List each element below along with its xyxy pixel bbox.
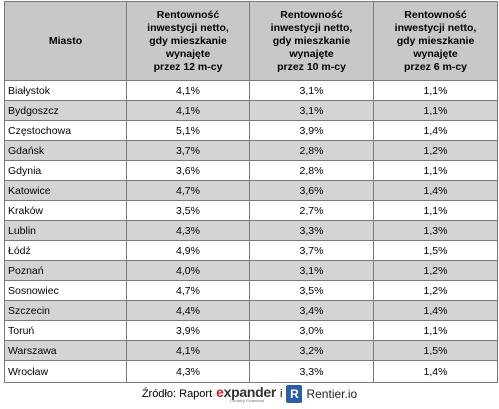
cell-yield: 3,4%: [249, 300, 374, 321]
cell-yield: 1,1%: [373, 200, 498, 221]
cell-yield: 2,7%: [249, 200, 374, 221]
cell-city: Bydgoszcz: [4, 100, 127, 121]
cell-yield: 3,1%: [249, 260, 374, 281]
cell-city: Lublin: [4, 220, 127, 241]
rentier-logo-icon: R: [286, 385, 303, 403]
table-header-row: Miasto Rentowność inwestycji netto, gdy mie…: [4, 1, 498, 81]
cell-city: Wrocław: [4, 360, 127, 383]
cell-yield: 3,3%: [249, 360, 374, 383]
cell-yield: 4,4%: [126, 300, 250, 321]
cell-city: Toruń: [4, 320, 127, 341]
cell-yield: 4,0%: [126, 260, 250, 281]
cell-yield: 4,9%: [126, 240, 250, 261]
table-body: Białystok 4,1% 3,1% 1,1% Bydgoszcz 4,1% 3,1% 1,…: [4, 80, 498, 383]
cell-yield: 2,8%: [249, 140, 374, 161]
table-row: Wrocław 4,3% 3,3% 1,4%: [4, 360, 498, 383]
cell-yield: 1,3%: [373, 220, 498, 241]
table-row: Szczecin 4,4% 3,4% 1,4%: [4, 300, 498, 321]
expander-logo: expander Doradcy Finansowi: [216, 383, 277, 403]
cell-yield: 3,6%: [126, 160, 250, 181]
table-row: Warszawa 4,1% 3,2% 1,5%: [4, 340, 498, 361]
cell-yield: 3,3%: [249, 220, 374, 241]
table-row: Łódź 4,9% 3,7% 1,5%: [4, 240, 498, 261]
table-row: Lublin 4,3% 3,3% 1,3%: [4, 220, 498, 241]
cell-yield: 4,7%: [126, 280, 250, 301]
table-row: Gdańsk 3,7% 2,8% 1,2%: [4, 140, 498, 161]
cell-yield: 3,1%: [249, 80, 374, 101]
cell-yield: 4,1%: [126, 100, 250, 121]
cell-yield: 4,3%: [126, 220, 250, 241]
header-yield-3: Rentowność inwestycji netto, gdy mieszkani…: [373, 1, 498, 81]
cell-yield: 3,9%: [249, 120, 374, 141]
cell-yield: 4,1%: [126, 80, 250, 101]
rental-yield-table: Miasto Rentowność inwestycji netto, gdy mie…: [4, 1, 498, 383]
cell-yield: 1,4%: [373, 180, 498, 201]
cell-yield: 3,5%: [249, 280, 374, 301]
cell-yield: 3,0%: [249, 320, 374, 341]
rentier-logo-text: Rentier.io: [306, 387, 358, 401]
cell-yield: 1,1%: [373, 320, 498, 341]
cell-yield: 3,2%: [249, 340, 374, 361]
cell-yield: 1,2%: [373, 280, 498, 301]
cell-yield: 3,1%: [249, 100, 374, 121]
cell-yield: 3,5%: [126, 200, 250, 221]
cell-yield: 1,1%: [373, 80, 498, 101]
cell-city: Gdynia: [4, 160, 127, 181]
expander-tagline: Doradcy Finansowi: [230, 397, 265, 403]
cell-city: Kraków: [4, 200, 127, 221]
cell-yield: 1,2%: [373, 140, 498, 161]
cell-city: Katowice: [4, 180, 127, 201]
table-row: Sosnowiec 4,7% 3,5% 1,2%: [4, 280, 498, 301]
source-label: Źródło: Raport: [141, 388, 213, 400]
cell-yield: 1,1%: [373, 160, 498, 181]
conjunction: i: [280, 388, 283, 400]
cell-city: Poznań: [4, 260, 127, 281]
table-row: Częstochowa 5,1% 3,9% 1,4%: [4, 120, 498, 141]
table-row: Białystok 4,1% 3,1% 1,1%: [4, 80, 498, 101]
header-yield-1: Rentowność inwestycji netto, gdy mieszkani…: [126, 1, 250, 81]
cell-city: Częstochowa: [4, 120, 127, 141]
table-row: Katowice 4,7% 3,6% 1,4%: [4, 180, 498, 201]
cell-yield: 4,3%: [126, 360, 250, 383]
table-row: Poznań 4,0% 3,1% 1,2%: [4, 260, 498, 281]
table-row: Gdynia 3,6% 2,8% 1,1%: [4, 160, 498, 181]
cell-yield: 1,4%: [373, 300, 498, 321]
cell-yield: 1,5%: [373, 340, 498, 361]
cell-yield: 5,1%: [126, 120, 250, 141]
cell-city: Gdańsk: [4, 140, 127, 161]
header-city: Miasto: [4, 1, 127, 81]
table-row: Kraków 3,5% 2,7% 1,1%: [4, 200, 498, 221]
cell-yield: 1,1%: [373, 100, 498, 121]
cell-city: Białystok: [4, 80, 127, 101]
cell-yield: 3,9%: [126, 320, 250, 341]
cell-city: Łódź: [4, 240, 127, 261]
cell-yield: 3,6%: [249, 180, 374, 201]
header-yield-2: Rentowność inwestycji netto, gdy mieszkani…: [249, 1, 374, 81]
cell-yield: 1,5%: [373, 240, 498, 261]
source-footer: Źródło: Raport expander Doradcy Finansow…: [0, 382, 499, 406]
cell-yield: 3,7%: [249, 240, 374, 261]
cell-yield: 1,4%: [373, 360, 498, 383]
table-row: Bydgoszcz 4,1% 3,1% 1,1%: [4, 100, 498, 121]
cell-yield: 1,2%: [373, 260, 498, 281]
cell-yield: 2,8%: [249, 160, 374, 181]
cell-yield: 3,7%: [126, 140, 250, 161]
cell-yield: 4,7%: [126, 180, 250, 201]
table-row: Toruń 3,9% 3,0% 1,1%: [4, 320, 498, 341]
cell-city: Warszawa: [4, 340, 127, 361]
cell-city: Sosnowiec: [4, 280, 127, 301]
cell-yield: 1,4%: [373, 120, 498, 141]
cell-city: Szczecin: [4, 300, 127, 321]
cell-yield: 4,1%: [126, 340, 250, 361]
